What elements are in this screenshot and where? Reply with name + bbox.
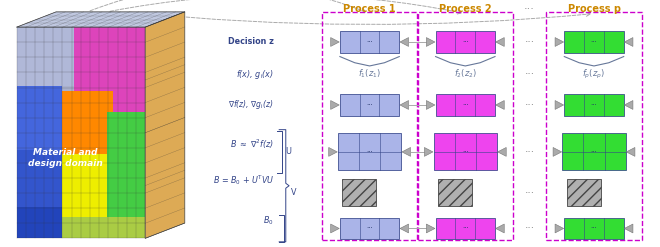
Text: Material and
design domain: Material and design domain [28, 148, 103, 168]
Text: B $\approx$ $\nabla^2$f(z): B $\approx$ $\nabla^2$f(z) [230, 138, 274, 151]
Polygon shape [16, 12, 185, 27]
Bar [342, 179, 376, 206]
Polygon shape [555, 101, 564, 109]
Text: Decision z: Decision z [228, 38, 274, 46]
Text: ···: ··· [525, 69, 535, 79]
Polygon shape [400, 38, 409, 46]
Polygon shape [496, 38, 504, 46]
Text: Process 1: Process 1 [343, 4, 396, 14]
Bar [564, 218, 624, 239]
Bar [16, 150, 61, 207]
Polygon shape [400, 101, 409, 109]
Polygon shape [426, 38, 435, 46]
Bar [434, 133, 497, 170]
Bar [322, 12, 417, 240]
Polygon shape [496, 101, 504, 109]
Text: ···: ··· [462, 102, 469, 108]
Polygon shape [331, 38, 339, 46]
Bar [564, 94, 624, 116]
Text: ···: ··· [462, 149, 469, 155]
Bar [566, 179, 601, 206]
Text: ···: ··· [591, 226, 597, 231]
Bar [61, 154, 106, 217]
Bar [340, 218, 399, 239]
Polygon shape [331, 224, 339, 233]
Bar [61, 217, 145, 238]
Text: ···: ··· [591, 102, 597, 108]
Text: ···: ··· [366, 226, 373, 231]
Bar [16, 86, 61, 150]
Bar [418, 12, 513, 240]
Polygon shape [426, 224, 435, 233]
Polygon shape [424, 147, 433, 156]
Bar [338, 133, 401, 170]
Polygon shape [329, 147, 337, 156]
Text: Process p: Process p [568, 4, 620, 14]
Polygon shape [402, 147, 411, 156]
Text: ···: ··· [591, 149, 597, 155]
Text: ···: ··· [591, 39, 597, 45]
Bar [436, 218, 495, 239]
Text: ···: ··· [462, 39, 469, 45]
Text: $\nabla$f(z), $\nabla$g$_{\rm i}$(z): $\nabla$f(z), $\nabla$g$_{\rm i}$(z) [228, 99, 274, 111]
Text: $f_2(z_2)$: $f_2(z_2)$ [453, 68, 477, 80]
Bar [106, 112, 145, 217]
Bar [16, 27, 75, 86]
Polygon shape [555, 38, 564, 46]
Bar [340, 31, 399, 53]
Text: B = B$_0$ + U$^{\rm T}$VU: B = B$_0$ + U$^{\rm T}$VU [213, 173, 274, 187]
Text: ···: ··· [525, 147, 535, 157]
Text: B$_0$: B$_0$ [263, 215, 274, 227]
Polygon shape [400, 224, 409, 233]
Text: ···: ··· [366, 149, 373, 155]
Polygon shape [555, 224, 564, 233]
Bar [75, 27, 145, 133]
Text: ···: ··· [366, 102, 373, 108]
Bar [564, 31, 624, 53]
Text: f(x), g$_{\rm i}$(x): f(x), g$_{\rm i}$(x) [236, 68, 274, 81]
Text: V: V [291, 188, 296, 197]
Polygon shape [426, 101, 435, 109]
Bar [61, 91, 113, 175]
Polygon shape [624, 224, 633, 233]
Bar [340, 94, 399, 116]
Text: $f_1(z_1)$: $f_1(z_1)$ [358, 68, 381, 80]
Polygon shape [626, 147, 635, 156]
Text: $f_p(z_p)$: $f_p(z_p)$ [582, 67, 606, 81]
Text: ···: ··· [366, 39, 373, 45]
Bar [16, 207, 61, 238]
Polygon shape [553, 147, 562, 156]
Text: ···: ··· [525, 100, 535, 110]
Text: U: U [285, 147, 291, 156]
Bar [546, 12, 642, 240]
Bar [438, 179, 472, 206]
Bar [562, 133, 626, 170]
Text: ···: ··· [462, 226, 469, 231]
Text: Process 2: Process 2 [439, 4, 492, 14]
Bar [436, 31, 495, 53]
Polygon shape [498, 147, 506, 156]
Polygon shape [624, 38, 633, 46]
Text: ···: ··· [525, 188, 535, 198]
Bar [16, 27, 145, 238]
Polygon shape [331, 101, 339, 109]
Text: ···: ··· [525, 224, 535, 233]
Text: ···: ··· [525, 37, 535, 47]
Polygon shape [496, 224, 504, 233]
Polygon shape [145, 12, 185, 238]
Polygon shape [624, 101, 633, 109]
Bar [436, 94, 495, 116]
Text: ···: ··· [524, 4, 535, 14]
